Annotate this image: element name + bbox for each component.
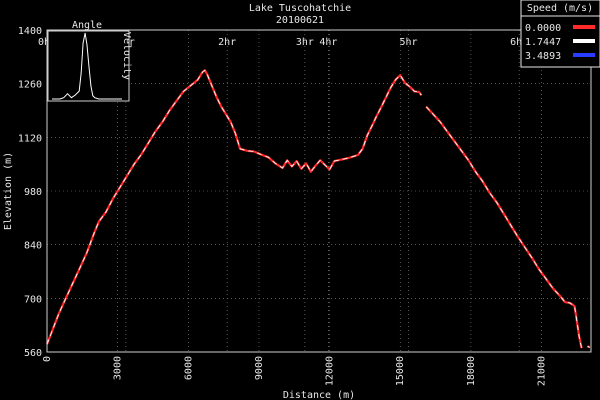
- angle-inset: Angle Velocity: [47, 20, 132, 102]
- series-lines: [45, 69, 591, 349]
- elevation-series-2-speed: [587, 345, 590, 348]
- speed-legend: Speed (m/s) 0.0000 1.7447 3.4893: [520, 0, 600, 68]
- legend-swatch: [573, 53, 595, 57]
- x-tick-label: 6000: [183, 356, 194, 380]
- elevation-series-0: [45, 69, 423, 345]
- x-tick-label: 12000: [325, 356, 336, 386]
- inset-curve: [52, 32, 122, 100]
- x-tick-label: 3000: [113, 356, 124, 380]
- legend-entry-label: 1.7447: [525, 37, 561, 48]
- legend-title: Speed (m/s): [527, 3, 593, 14]
- legend-entry-label: 0.0000: [525, 23, 561, 34]
- elevation-series-1-speed: [425, 106, 583, 349]
- x-tick-label: 9000: [254, 356, 265, 380]
- y-tick-label: 560: [24, 348, 42, 359]
- y-axis-ticks: 560 700 840 980 1120 1260 1400: [18, 26, 42, 359]
- y-tick-label: 1260: [18, 80, 42, 91]
- x-tick-label: 21000: [537, 356, 548, 386]
- chart-subtitle: 20100621: [276, 15, 324, 26]
- y-tick-label: 700: [24, 294, 42, 305]
- legend-swatch: [573, 25, 595, 29]
- y-tick-label: 1120: [18, 133, 42, 144]
- inset-y-label: Velocity: [121, 32, 132, 80]
- plot-frame: [46, 29, 592, 353]
- time-tick-label: 4hr: [319, 37, 337, 48]
- grid: [46, 30, 591, 352]
- time-tick-label: 2hr: [218, 37, 236, 48]
- inset-title: Angle: [72, 20, 102, 31]
- chart-title: Lake Tuscohatchie: [249, 3, 351, 14]
- time-tick-label: 5hr: [399, 37, 417, 48]
- legend-entry-label: 3.4893: [525, 51, 561, 62]
- y-tick-label: 980: [24, 187, 42, 198]
- legend-swatch: [573, 39, 595, 43]
- x-tick-label: 0: [42, 356, 53, 362]
- x-axis-label: Distance (m): [283, 390, 355, 400]
- x-tick-label: 18000: [466, 356, 477, 386]
- x-tick-label: 15000: [395, 356, 406, 386]
- time-tick-label: 3hr: [296, 37, 314, 48]
- y-tick-label: 840: [24, 241, 42, 252]
- time-tick-label: 6hr: [510, 37, 528, 48]
- x-axis-ticks: 0 3000 6000 9000 12000 15000 18000 21000: [42, 356, 548, 386]
- time-tick-label: 0hr: [38, 37, 56, 48]
- y-tick-label: 1400: [18, 26, 42, 37]
- y-axis-label: Elevation (m): [3, 152, 14, 230]
